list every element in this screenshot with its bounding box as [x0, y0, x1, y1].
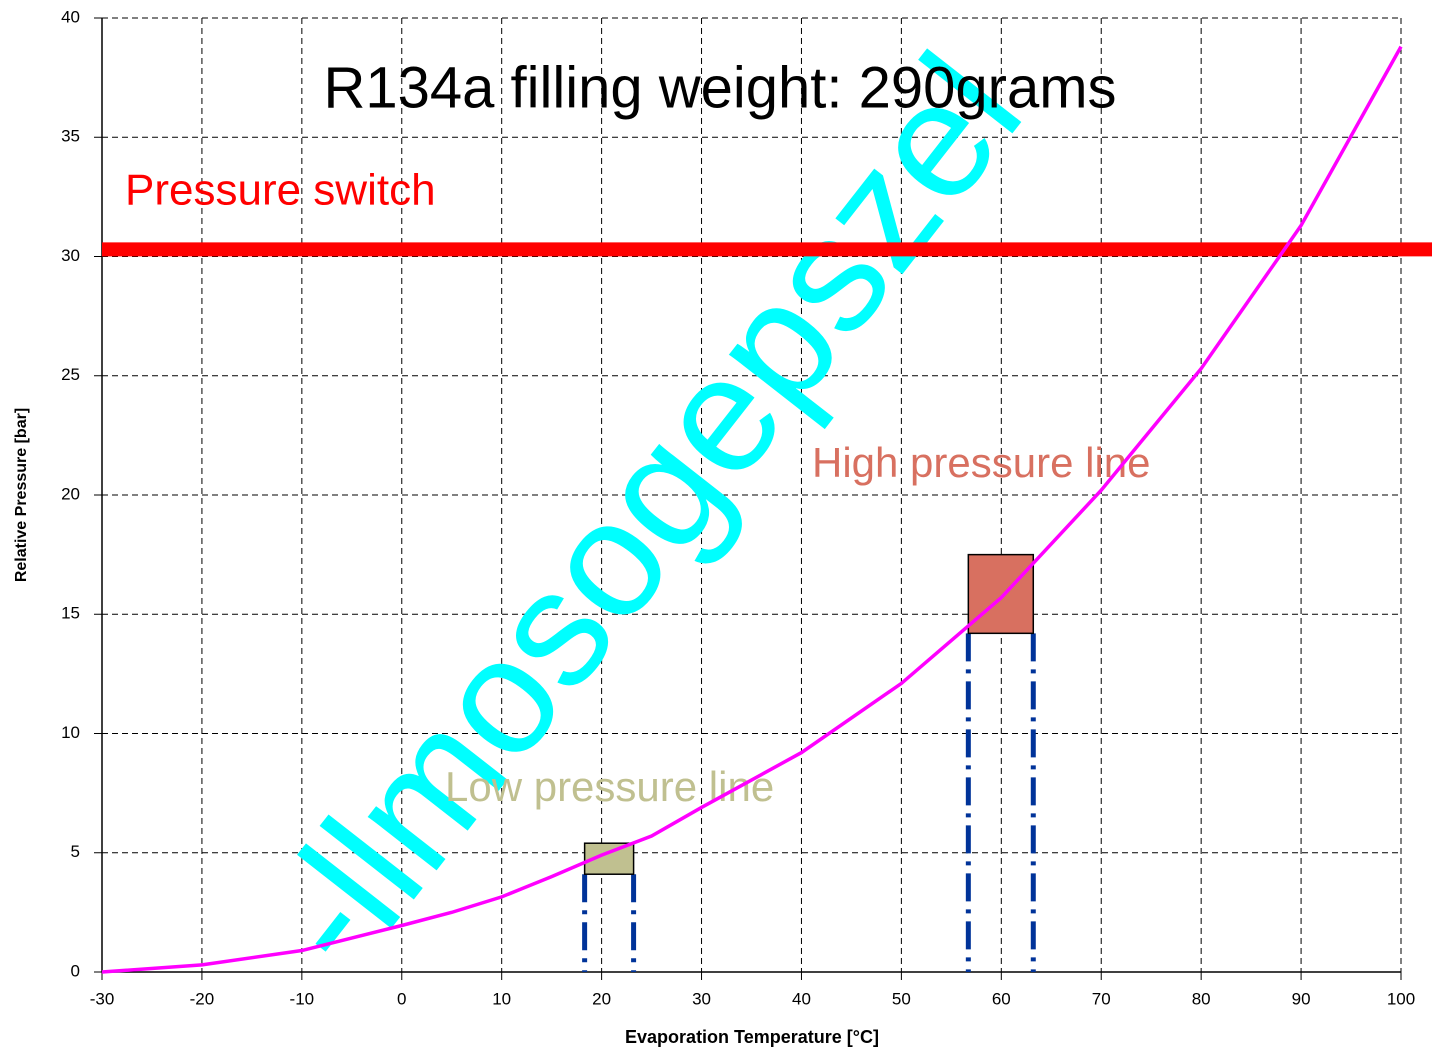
y-tick-label: 30	[61, 246, 80, 265]
x-tick-label: 60	[992, 989, 1011, 1008]
x-tick-label: 50	[892, 989, 911, 1008]
x-axis-label: Evaporation Temperature [°C]	[625, 1027, 879, 1047]
x-tick-label: 70	[1092, 989, 1111, 1008]
x-tick-label: 90	[1292, 989, 1311, 1008]
y-tick-label: 40	[61, 7, 80, 26]
y-tick-label: 35	[61, 127, 80, 146]
y-tick-label: 15	[61, 604, 80, 623]
hline-label: Pressure switch	[125, 166, 436, 215]
x-tick-label: -10	[290, 989, 315, 1008]
y-tick-label: 20	[61, 484, 80, 503]
y-tick-label: 10	[61, 723, 80, 742]
x-tick-label: 100	[1387, 989, 1415, 1008]
x-tick-label: 0	[397, 989, 406, 1008]
x-tick-label: 20	[592, 989, 611, 1008]
region-label: High pressure line	[812, 439, 1151, 486]
x-tick-label: 30	[692, 989, 711, 1008]
region-box	[967, 553, 1035, 635]
curve	[101, 45, 1403, 974]
region-label: Low pressure line	[445, 763, 774, 810]
chart-title: R134a filling weight: 290grams	[323, 55, 1116, 120]
y-tick-label: 5	[71, 842, 80, 861]
x-tick-label: 80	[1192, 989, 1211, 1008]
x-tick-label: 10	[492, 989, 511, 1008]
y-tick-label: 25	[61, 365, 80, 384]
y-axis-label: Relative Pressure [bar]	[13, 408, 30, 582]
y-tick-label: 0	[71, 961, 80, 980]
x-tick-label: -20	[190, 989, 215, 1008]
x-tick-label: -30	[90, 989, 115, 1008]
x-tick-label: 40	[792, 989, 811, 1008]
